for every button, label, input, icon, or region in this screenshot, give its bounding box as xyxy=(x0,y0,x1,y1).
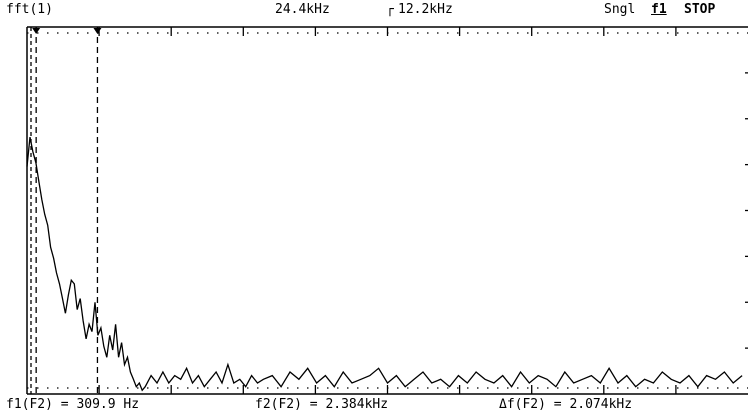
cursor-f1-readout: f1(F2) = 309.9 Hz xyxy=(6,397,140,412)
cursor-f1-marker xyxy=(32,28,41,34)
cursor-layer xyxy=(32,27,102,394)
fft-source-label: fft(1) xyxy=(6,2,53,17)
cursor-f2-marker xyxy=(93,28,102,34)
acquisition-mode: Sngl xyxy=(604,2,636,17)
cursor-delta-readout: Δf(F2) = 2.074kHz xyxy=(499,397,633,412)
center-frequency-readout: 12.2kHz xyxy=(398,2,453,17)
graticule xyxy=(26,26,748,395)
center-marker-icon: ┌ xyxy=(386,2,394,17)
span-readout: 24.4kHz xyxy=(275,2,330,17)
run-state-indicator: STOP xyxy=(684,2,716,17)
trigger-edge-icon: f1 xyxy=(651,2,667,17)
cursor-f2-readout: f2(F2) = 2.384kHz xyxy=(255,397,389,412)
spectrum-trace xyxy=(26,136,743,392)
